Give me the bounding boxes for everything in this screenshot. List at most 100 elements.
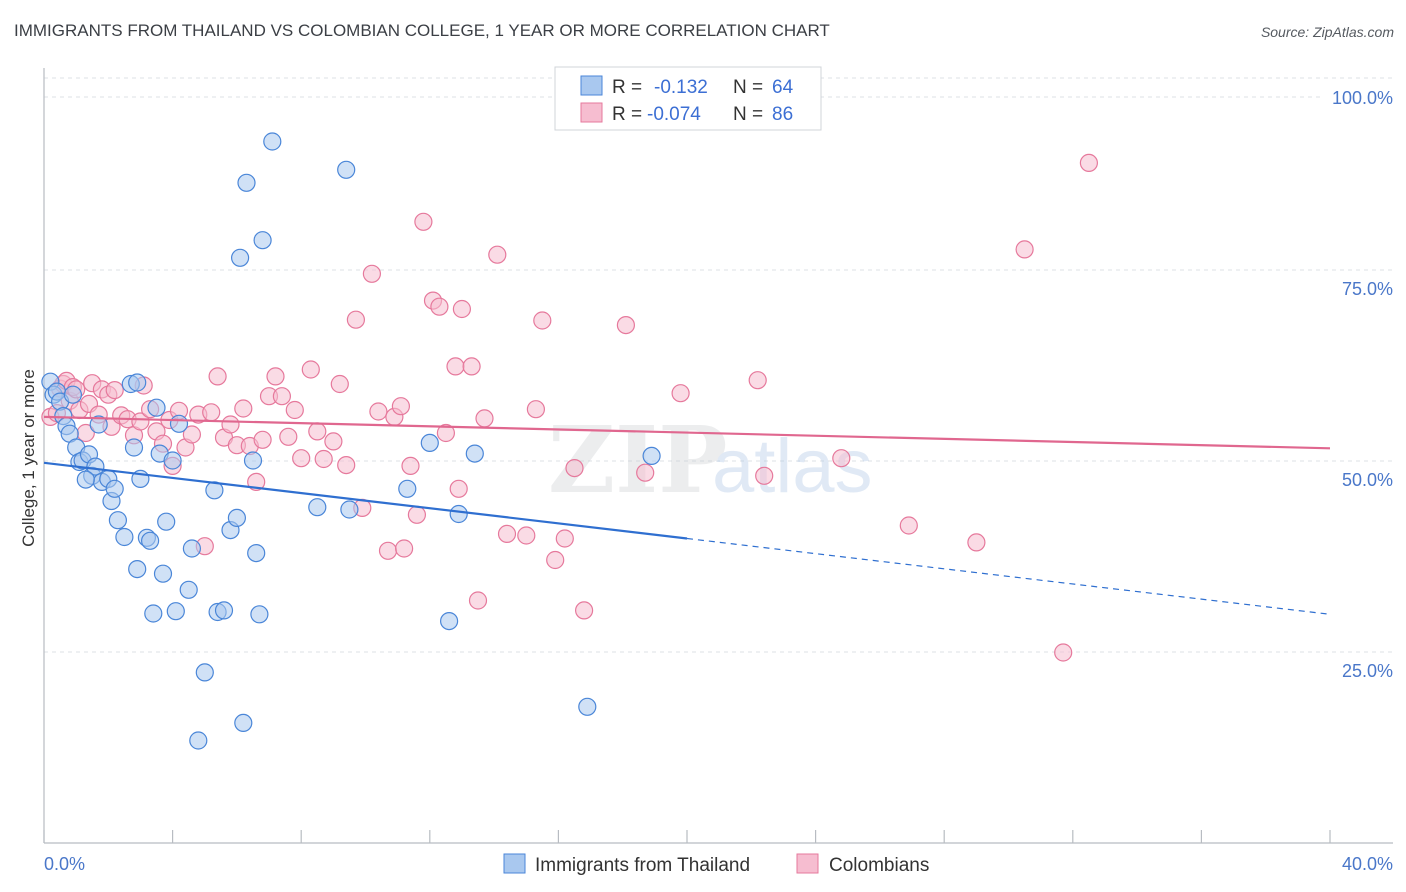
thailand-point	[227, 508, 246, 528]
x-axis-ticks	[43, 830, 1331, 843]
thailand-point	[179, 580, 198, 599]
thailand-point	[263, 132, 282, 151]
colombians-point	[430, 297, 449, 316]
colombians-point	[565, 459, 584, 478]
thailand-point	[465, 444, 484, 463]
colombians-point	[1015, 240, 1034, 259]
thailand-point	[449, 504, 468, 524]
thailand-point	[147, 398, 166, 417]
thailand-point	[234, 713, 253, 733]
thailand-point	[141, 531, 160, 550]
watermark-atlas: atlas	[712, 424, 873, 509]
thailand-point	[76, 470, 95, 489]
colombians-point	[362, 264, 381, 283]
thailand-point	[420, 433, 439, 452]
colombians-point	[324, 432, 343, 451]
y-tick-label-50: 50.0%	[1342, 470, 1393, 490]
colombians-point	[574, 601, 594, 620]
legend-swatch-blue	[580, 75, 603, 96]
colombians-point	[407, 505, 426, 524]
chart-title: IMMIGRANTS FROM THAILAND VS COLOMBIAN CO…	[14, 21, 830, 40]
colombians-point	[436, 423, 455, 443]
thailand-point	[440, 611, 459, 631]
colombians-point	[832, 449, 851, 468]
thailand-trend-line	[43, 461, 688, 540]
colombians-point	[346, 310, 365, 329]
legend-n-label-pink: N =	[733, 104, 763, 125]
colombians-point	[462, 357, 481, 376]
thailand-point	[153, 564, 173, 583]
thailand-point	[166, 602, 185, 621]
thailand-point	[89, 415, 108, 434]
y-axis-title: College, 1 year or more	[19, 369, 38, 547]
colombians-point	[967, 533, 986, 552]
colombians-point	[221, 415, 240, 434]
thailand-point	[128, 373, 147, 392]
y-tick-label-100: 100.0%	[1332, 88, 1393, 108]
colombians-point	[449, 479, 468, 498]
colombians-point	[395, 539, 414, 558]
series-legend-swatch-colombians	[796, 853, 819, 874]
colombians-point	[285, 400, 304, 420]
thailand-point	[128, 559, 147, 579]
series-legend-label-colombians: Colombians	[829, 855, 929, 876]
colombians-point	[446, 357, 465, 376]
colombians-point	[452, 299, 471, 319]
thailand-point	[169, 414, 189, 433]
series-legend-swatch-thailand	[503, 853, 526, 874]
thailand-point	[214, 601, 234, 620]
thailand-point	[163, 451, 182, 470]
thailand-point	[157, 512, 176, 531]
y-tick-labels: 100.0% 75.0% 50.0% 25.0%	[1332, 88, 1393, 681]
legend-r-value-blue: -0.132	[654, 77, 708, 98]
thailand-point	[124, 438, 144, 457]
colombians-point	[337, 456, 356, 475]
colombians-point	[497, 524, 517, 544]
thailand-point	[250, 605, 269, 624]
colombians-point	[391, 397, 410, 416]
thailand-point	[182, 539, 201, 558]
thailand-point	[86, 457, 105, 476]
y-tick-label-25: 25.0%	[1342, 661, 1393, 681]
thailand-point	[195, 663, 214, 682]
colombians-point	[279, 427, 298, 446]
colombians-point	[414, 212, 433, 231]
colombians-point	[247, 472, 266, 491]
colombians-point	[1054, 643, 1073, 662]
colombians-point	[533, 311, 552, 330]
thailand-point	[253, 231, 272, 250]
colombians-point	[1079, 153, 1099, 172]
colombians-point	[182, 425, 201, 444]
legend-n-label-blue: N =	[733, 77, 763, 98]
legend-n-value-pink: 86	[772, 104, 793, 125]
thailand-point	[144, 604, 163, 623]
colombians-point	[308, 422, 327, 441]
colombians-point	[272, 387, 291, 406]
thailand-point	[337, 160, 356, 179]
watermark: ZIP atlas	[548, 406, 873, 514]
thailand-point	[308, 498, 327, 517]
legend-swatch-pink	[580, 102, 603, 123]
colombians-trend-line	[43, 415, 1331, 450]
thailand-point	[398, 479, 417, 498]
colombians-point	[131, 412, 150, 431]
colombians-point	[526, 400, 546, 419]
series-legend: Immigrants from Thailand Colombians	[503, 853, 929, 876]
colombians-point	[468, 591, 488, 610]
colombians-point	[253, 430, 272, 449]
correlation-legend: R = -0.132 N = 64 R = -0.074 N = 86	[554, 66, 822, 131]
colombians-point	[314, 449, 333, 469]
thailand-point	[642, 446, 661, 465]
thailand-point	[108, 511, 128, 530]
x-tick-label-min: 0.0%	[44, 854, 85, 874]
legend-r-label-blue: R =	[612, 77, 642, 98]
colombians-point	[671, 384, 690, 403]
colombians-point	[546, 550, 565, 570]
colombians-point	[555, 529, 574, 548]
colombians-point	[899, 516, 918, 535]
thailand-point	[340, 500, 359, 519]
colombians-point	[292, 449, 311, 468]
gridlines	[44, 77, 1393, 653]
colombians-point	[488, 245, 507, 264]
